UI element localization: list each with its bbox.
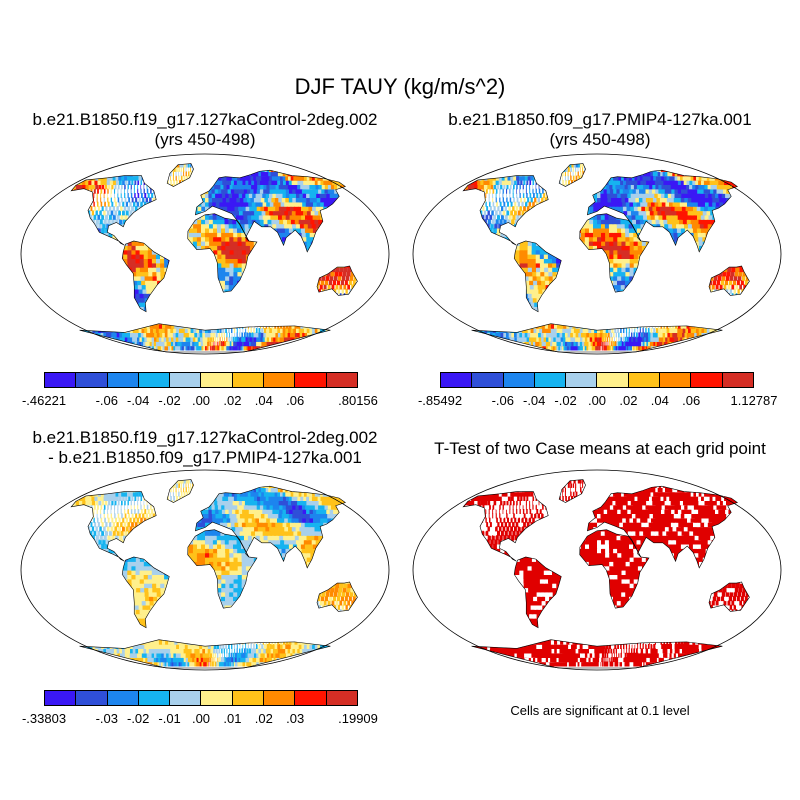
colorbar-swatch	[107, 373, 139, 387]
colorbar-swatch	[566, 373, 598, 387]
panel1-colorbar	[44, 372, 358, 388]
colorbar-swatch	[201, 691, 233, 705]
colorbar-swatch	[76, 691, 108, 705]
panel2-colorbar-labels: -.85492 -.06 -.04 -.02 .00 .02 .04 .06 1…	[416, 393, 778, 409]
panel1-title-line1: b.e21.B1850.f19_g17.127kaControl-2deg.00…	[32, 110, 378, 129]
panel2-title-line1: b.e21.B1850.f09_g17.PMIP4-127ka.001	[448, 110, 752, 129]
coastlines	[462, 479, 750, 669]
colorbar-swatch	[326, 691, 357, 705]
panel3-cb-label: .02	[254, 711, 273, 726]
panel1-map	[20, 153, 390, 355]
colorbar-swatch	[138, 691, 171, 705]
colorbar-swatch	[76, 373, 108, 387]
colorbar-swatch	[628, 373, 661, 387]
panel2-cb-label: .00	[587, 393, 607, 408]
colorbar-swatch	[264, 373, 296, 387]
panel3-colorbar	[44, 690, 358, 706]
colorbar-swatch	[597, 373, 629, 387]
panel3-title-line1: b.e21.B1850.f19_g17.127kaControl-2deg.00…	[32, 428, 378, 447]
panel1-cb-label: .04	[254, 393, 273, 408]
panel3-title: b.e21.B1850.f19_g17.127kaControl-2deg.00…	[10, 428, 400, 468]
panel2-cb-label: .06	[682, 393, 701, 408]
panel1-cb-label: -.06	[95, 393, 118, 408]
colorbar-swatch	[45, 691, 77, 705]
panel1-cb-label: .02	[223, 393, 242, 408]
panel2-cb-label: -.04	[522, 393, 546, 408]
map-outline	[412, 153, 782, 355]
panel4-map	[412, 469, 782, 671]
land-field-cells	[463, 163, 750, 351]
colorbar-swatch	[138, 373, 171, 387]
coastlines	[462, 163, 750, 353]
panel3-map	[20, 469, 390, 671]
panel1-cb-label: .06	[286, 393, 305, 408]
panel2-cb-label: -.85492	[417, 393, 463, 408]
colorbar-swatch	[503, 373, 535, 387]
panel1-title: b.e21.B1850.f19_g17.127kaControl-2deg.00…	[10, 110, 400, 150]
colorbar-swatch	[201, 373, 233, 387]
coastlines	[70, 479, 358, 669]
colorbar-swatch	[107, 691, 139, 705]
colorbar-swatch	[472, 373, 504, 387]
significance-note: Cells are significant at 0.1 level	[510, 703, 690, 718]
panel2-colorbar	[440, 372, 754, 388]
panel2-cb-label: .04	[650, 393, 669, 408]
colorbar-swatch	[534, 373, 567, 387]
panel3-cb-label: -.02	[126, 711, 150, 726]
panel4-title: T-Test of two Case means at each grid po…	[434, 439, 766, 458]
panel1-colorbar-labels: -.46221 -.06 -.04 -.02 .00 .02 .04 .06 .…	[20, 393, 380, 409]
land-field-cells	[71, 163, 358, 351]
panel1-cb-label: -.46221	[21, 393, 67, 408]
map-outline	[20, 469, 390, 671]
panel3-colorbar-labels: -.33803 -.03 -.02 -.01 .00 .01 .02 .03 .…	[20, 711, 380, 727]
panel3-cb-label: .01	[223, 711, 242, 726]
panel3-cb-label: -.01	[158, 711, 181, 726]
panel2-title: b.e21.B1850.f09_g17.PMIP4-127ka.001 (yrs…	[405, 110, 795, 150]
panel3-title-line2: - b.e21.B1850.f09_g17.PMIP4-127ka.001	[48, 448, 362, 467]
panel1-cb-label: .00	[191, 393, 211, 408]
panel3-cb-label: -.03	[95, 711, 118, 726]
colorbar-swatch	[326, 373, 357, 387]
colorbar-swatch	[660, 373, 692, 387]
panel3-cb-label: .03	[286, 711, 305, 726]
map-outline	[412, 469, 782, 671]
colorbar-swatch	[691, 373, 723, 387]
colorbar-swatch	[170, 373, 202, 387]
panel1-cb-label: .80156	[338, 393, 378, 408]
colorbar-swatch	[170, 691, 202, 705]
colorbar-swatch	[441, 373, 473, 387]
map-outline	[20, 153, 390, 355]
panel2-cb-label: -.06	[491, 393, 514, 408]
panel2-cb-label: 1.12787	[730, 393, 778, 408]
land-field-cells	[463, 479, 750, 667]
colorbar-swatch	[295, 373, 327, 387]
colorbar-swatch	[264, 691, 296, 705]
panel3-cb-label: .19909	[338, 711, 378, 726]
panel2-cb-label: .02	[619, 393, 638, 408]
panel3-cb-label: -.33803	[21, 711, 67, 726]
panel3-cb-label: .00	[191, 711, 211, 726]
figure-title: DJF TAUY (kg/m/s^2)	[294, 74, 506, 99]
panel1-cb-label: -.02	[158, 393, 181, 408]
colorbar-swatch	[295, 691, 327, 705]
panel1-cb-label: -.04	[126, 393, 150, 408]
colorbar-swatch	[45, 373, 77, 387]
panel2-title-line2: (yrs 450-498)	[549, 130, 651, 149]
land-field-cells	[71, 479, 358, 667]
panel2-map	[412, 153, 782, 355]
panel1-title-line2: (yrs 450-498)	[154, 130, 256, 149]
colorbar-swatch	[232, 691, 265, 705]
colorbar-swatch	[722, 373, 753, 387]
coastlines	[70, 163, 358, 353]
colorbar-swatch	[232, 373, 265, 387]
panel2-cb-label: -.02	[554, 393, 577, 408]
